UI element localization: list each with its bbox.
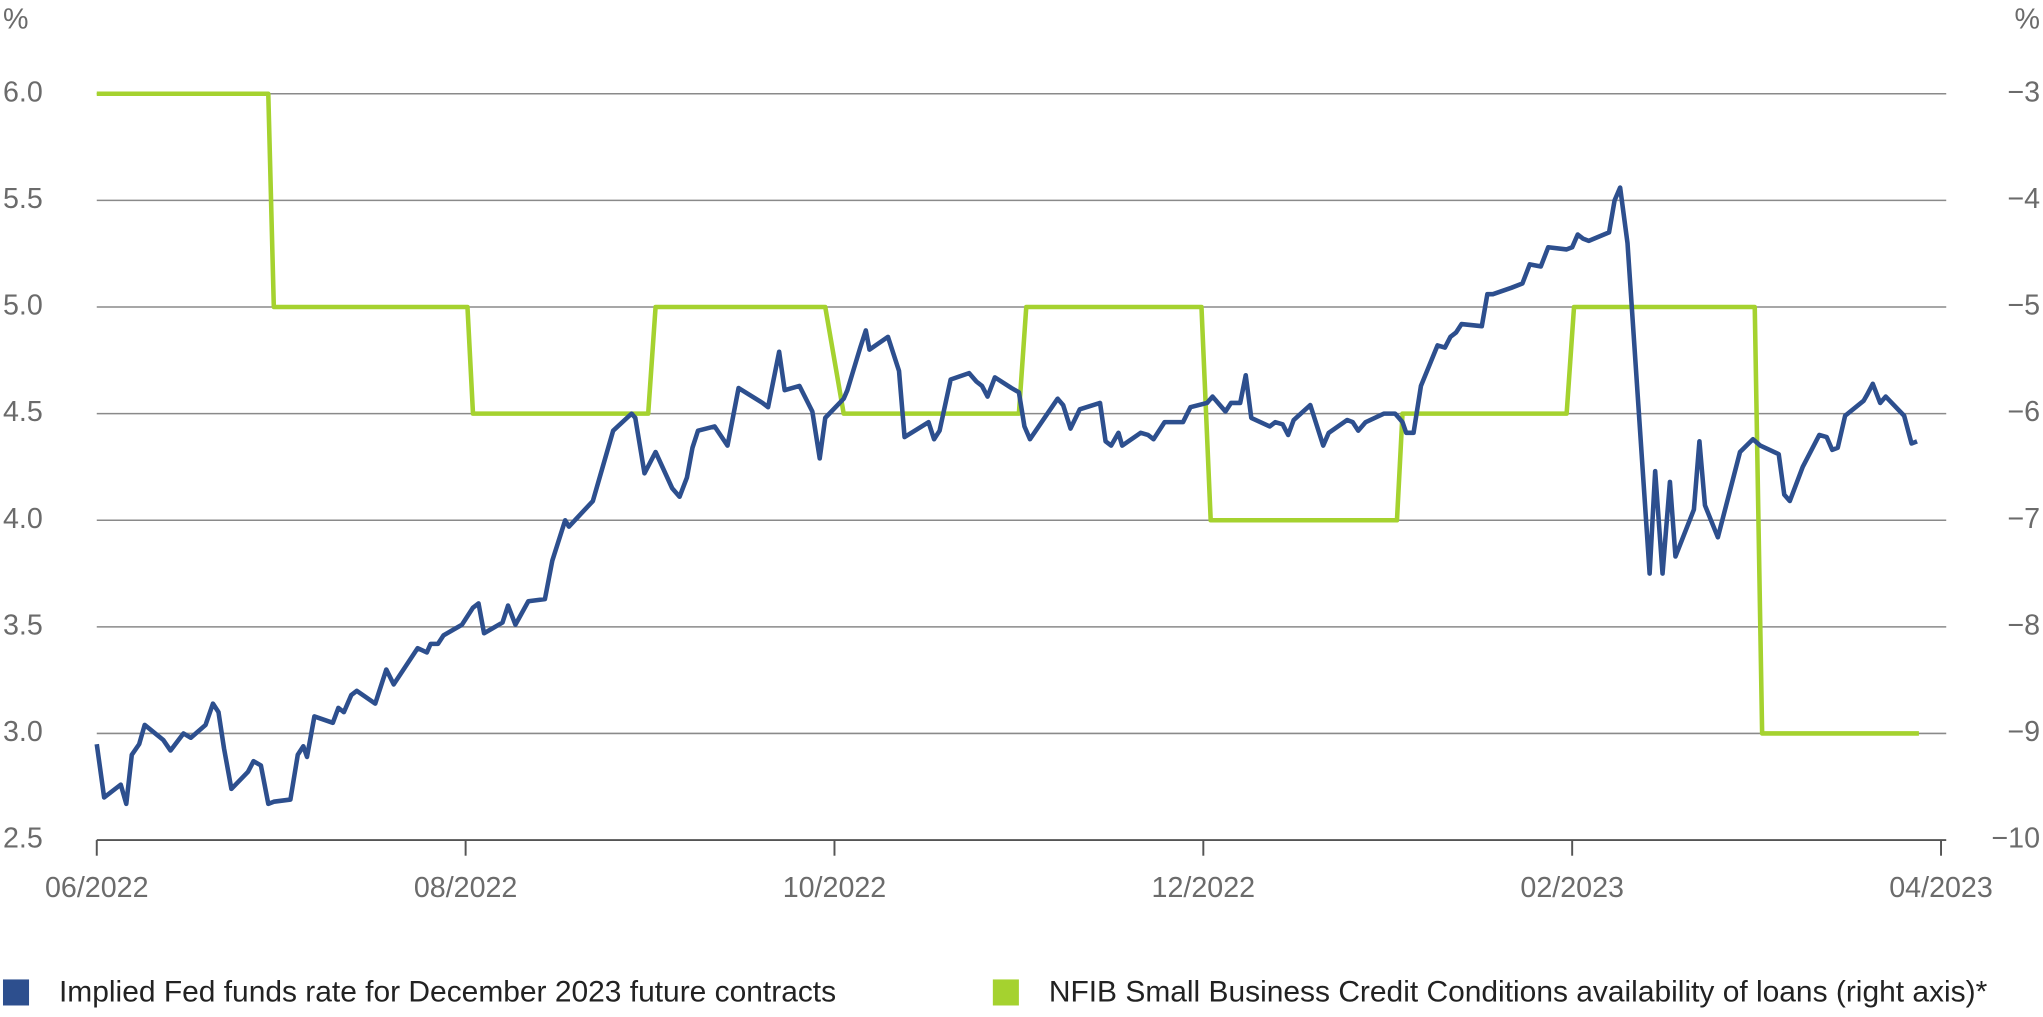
y2-unit: %	[2015, 3, 2040, 35]
legend-swatch	[992, 979, 1019, 1006]
legend-label: NFIB Small Business Credit Conditions av…	[1049, 976, 1988, 1009]
y-tick-label: 4.0	[3, 503, 43, 535]
y2-tick-label: −4	[2007, 183, 2040, 215]
y-tick-label: 5.5	[3, 183, 43, 215]
x-tick-label: 02/2023	[1520, 872, 1624, 904]
x-tick-label: 10/2022	[783, 872, 887, 904]
y-tick-label: 6.0	[3, 76, 43, 108]
series-line	[94, 185, 1918, 807]
y-unit: %	[3, 3, 28, 35]
x-tick-label: 04/2023	[1889, 872, 1993, 904]
x-tick-label: 06/2022	[45, 872, 149, 904]
legend-label: Implied Fed funds rate for December 2023…	[59, 976, 836, 1009]
y-tick-label: 3.5	[3, 609, 43, 641]
y2-tick-label: −5	[2007, 290, 2040, 322]
x-tick-label: 08/2022	[414, 872, 518, 904]
y-tick-label: 4.5	[3, 396, 43, 428]
y2-tick-label: −9	[2007, 716, 2040, 748]
legend-swatch	[2, 979, 30, 1006]
series-line	[96, 91, 1919, 736]
y2-tick-label: −10	[1991, 823, 2040, 855]
y2-tick-label: −3	[2007, 76, 2040, 108]
y2-tick-label: −7	[2007, 503, 2040, 535]
y2-tick-label: −8	[2007, 609, 2040, 641]
x-tick-label: 12/2022	[1152, 872, 1256, 904]
y-tick-label: 2.5	[3, 823, 43, 855]
y2-tick-label: −6	[2007, 396, 2040, 428]
y-tick-label: 3.0	[3, 716, 43, 748]
y-tick-label: 5.0	[3, 290, 43, 322]
